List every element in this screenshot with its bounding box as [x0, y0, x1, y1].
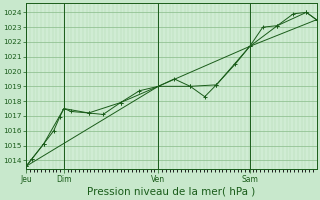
X-axis label: Pression niveau de la mer( hPa ): Pression niveau de la mer( hPa )	[87, 187, 255, 197]
